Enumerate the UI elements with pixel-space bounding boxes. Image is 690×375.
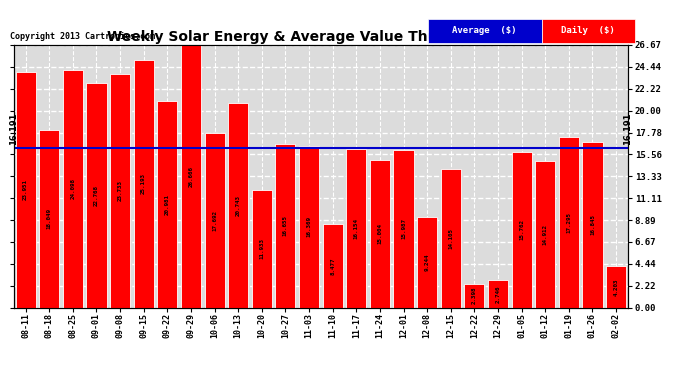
Bar bbox=[464, 284, 484, 308]
Text: 2.746: 2.746 bbox=[495, 285, 500, 303]
Text: 15.987: 15.987 bbox=[401, 218, 406, 239]
Text: 22.768: 22.768 bbox=[94, 185, 99, 206]
Text: 23.733: 23.733 bbox=[117, 180, 123, 201]
Bar bbox=[346, 148, 366, 308]
Text: Copyright 2013 Cartronics.com: Copyright 2013 Cartronics.com bbox=[10, 32, 155, 41]
Text: 16.369: 16.369 bbox=[306, 216, 312, 237]
Text: 16.191: 16.191 bbox=[9, 112, 19, 145]
Bar bbox=[606, 266, 626, 308]
Title: Weekly Solar Energy & Average Value Thu Feb 7 07:26: Weekly Solar Energy & Average Value Thu … bbox=[107, 30, 535, 44]
Text: 16.845: 16.845 bbox=[590, 214, 595, 235]
Text: 4.203: 4.203 bbox=[613, 278, 619, 296]
Bar bbox=[39, 130, 59, 308]
Text: 15.762: 15.762 bbox=[519, 219, 524, 240]
Bar bbox=[511, 152, 532, 308]
Text: 23.951: 23.951 bbox=[23, 179, 28, 200]
Bar bbox=[370, 160, 390, 308]
Bar bbox=[16, 72, 36, 308]
Text: Daily  ($): Daily ($) bbox=[562, 26, 615, 36]
Text: 16.154: 16.154 bbox=[354, 217, 359, 238]
Bar bbox=[181, 45, 201, 308]
Bar bbox=[417, 216, 437, 308]
Text: 24.098: 24.098 bbox=[70, 178, 75, 200]
Bar bbox=[63, 70, 83, 308]
Bar bbox=[275, 144, 295, 308]
Text: 17.692: 17.692 bbox=[212, 210, 217, 231]
Bar bbox=[134, 60, 154, 308]
Text: 9.244: 9.244 bbox=[424, 253, 430, 271]
Bar bbox=[110, 74, 130, 308]
Text: 17.295: 17.295 bbox=[566, 212, 571, 233]
Bar bbox=[542, 19, 635, 43]
Bar bbox=[86, 83, 106, 308]
Bar bbox=[252, 190, 272, 308]
Bar bbox=[428, 19, 542, 43]
Text: 25.193: 25.193 bbox=[141, 173, 146, 194]
Bar bbox=[299, 146, 319, 308]
Text: 14.912: 14.912 bbox=[543, 224, 548, 245]
Text: 26.666: 26.666 bbox=[188, 166, 193, 187]
Bar bbox=[535, 161, 555, 308]
Text: 16.191: 16.191 bbox=[623, 112, 633, 145]
Text: 15.004: 15.004 bbox=[377, 223, 382, 244]
Text: 11.933: 11.933 bbox=[259, 238, 264, 259]
Text: 2.398: 2.398 bbox=[472, 287, 477, 304]
Bar bbox=[441, 169, 461, 308]
Text: 16.655: 16.655 bbox=[283, 215, 288, 236]
Bar bbox=[488, 280, 508, 308]
Text: Average  ($): Average ($) bbox=[453, 26, 517, 36]
Text: 20.981: 20.981 bbox=[165, 194, 170, 215]
Text: 18.049: 18.049 bbox=[47, 208, 52, 229]
Bar bbox=[582, 142, 602, 308]
Text: 8.477: 8.477 bbox=[330, 257, 335, 274]
Bar bbox=[204, 134, 225, 308]
Bar bbox=[157, 101, 177, 308]
Bar bbox=[559, 137, 579, 308]
Bar bbox=[393, 150, 413, 308]
Text: 14.105: 14.105 bbox=[448, 228, 453, 249]
Bar bbox=[323, 224, 343, 308]
Bar bbox=[228, 104, 248, 308]
Text: 20.743: 20.743 bbox=[236, 195, 241, 216]
